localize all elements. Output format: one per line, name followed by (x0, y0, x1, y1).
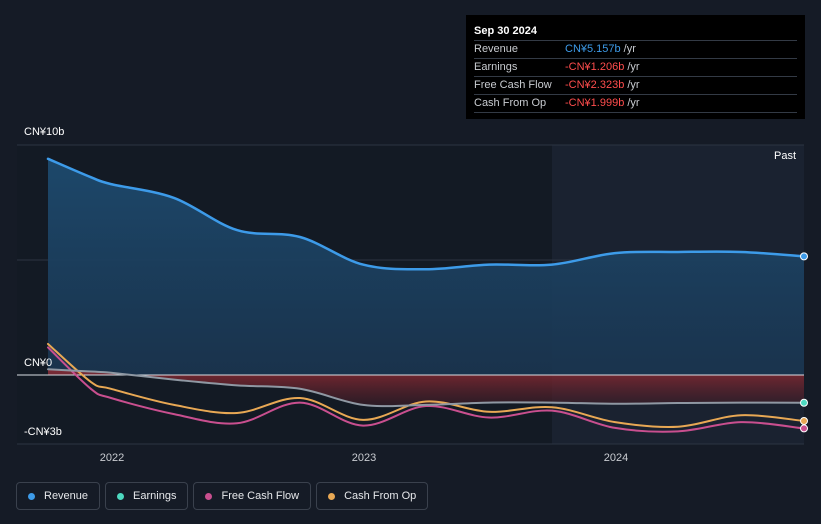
legend-item-revenue[interactable]: Revenue (16, 482, 101, 510)
x-tick-2024: 2024 (603, 452, 629, 464)
legend-label: Cash From Op (344, 490, 417, 502)
tooltip-value: -CN¥1.206b (565, 61, 625, 73)
legend-label: Revenue (44, 490, 89, 502)
legend-item-free-cash-flow[interactable]: Free Cash Flow (193, 482, 312, 510)
y-label-zero: CN¥0 (24, 357, 53, 369)
tooltip-row-revenue: Revenue CN¥5.157b /yr (474, 41, 797, 59)
earnings-area (48, 369, 804, 407)
x-tick-2023: 2023 (351, 452, 377, 464)
tooltip-unit: /yr (627, 61, 640, 73)
legend-item-earnings[interactable]: Earnings (105, 482, 189, 510)
tooltip-panel: Sep 30 2024 Revenue CN¥5.157b /yr Earnin… (466, 15, 805, 119)
tooltip-value: -CN¥2.323b (565, 79, 625, 91)
tooltip-label: Revenue (474, 43, 519, 55)
tooltip-row-cash-from-op: Cash From Op -CN¥1.999b /yr (474, 95, 797, 113)
tooltip-date: Sep 30 2024 (474, 23, 797, 41)
y-label-top: CN¥10b (24, 126, 65, 138)
legend-label: Earnings (133, 490, 177, 502)
free-cash-flow-line (47, 346, 805, 433)
tooltip-value: CN¥5.157b (565, 43, 621, 55)
earnings-end-marker (800, 398, 808, 407)
tooltip-value: -CN¥1.999b (565, 97, 625, 109)
revenue-end-marker (800, 252, 808, 261)
earnings-line (47, 368, 805, 408)
dot-icon (328, 492, 336, 500)
tooltip-unit: /yr (623, 43, 636, 55)
x-tick-2022: 2022 (99, 452, 125, 464)
legend-item-cash-from-op[interactable]: Cash From Op (316, 482, 429, 510)
tooltip-label: Cash From Op (474, 97, 547, 109)
y-label-bottom: -CN¥3b (24, 426, 62, 438)
chart-svg (17, 144, 808, 445)
free-cash-flow-end-marker (800, 424, 808, 433)
tooltip-label: Free Cash Flow (474, 79, 552, 91)
dot-icon (28, 492, 35, 500)
past-label: Past (774, 150, 797, 162)
dot-icon (117, 492, 125, 500)
tooltip-row-free-cash-flow: Free Cash Flow -CN¥2.323b /yr (474, 77, 797, 95)
revenue-line (46, 157, 806, 271)
tooltip-unit: /yr (627, 79, 640, 91)
tooltip-row-earnings: Earnings -CN¥1.206b /yr (474, 59, 797, 77)
cash-from-op-end-marker (800, 416, 808, 425)
legend: Revenue Earnings Free Cash Flow Cash Fro… (16, 482, 429, 510)
tooltip-unit: /yr (627, 97, 640, 109)
legend-label: Free Cash Flow (221, 490, 300, 502)
dot-icon (205, 492, 213, 500)
tooltip-label: Earnings (474, 61, 518, 73)
cash-from-op-line (47, 342, 805, 429)
revenue-area (48, 158, 804, 375)
